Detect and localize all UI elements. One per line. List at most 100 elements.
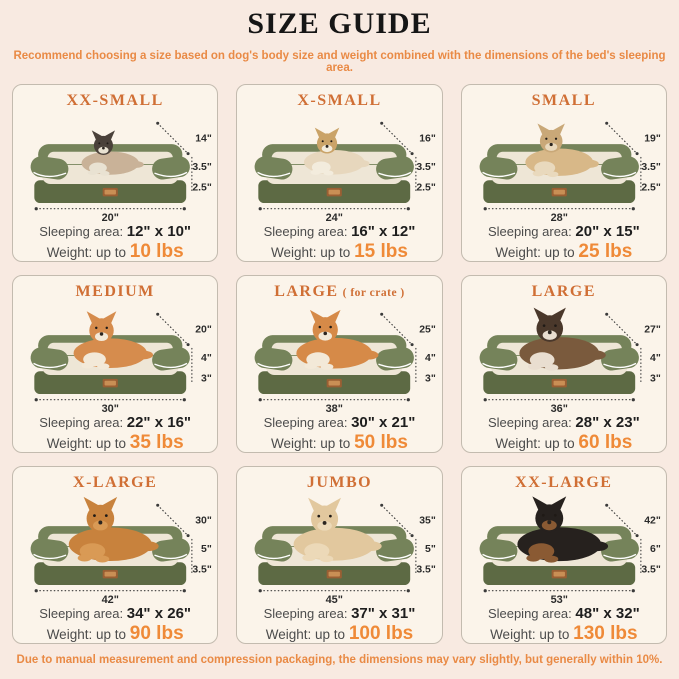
brand-tag-inner xyxy=(104,380,117,386)
pet-paw-right xyxy=(320,555,334,563)
diagonal-dimension-line xyxy=(157,504,189,537)
sleeping-area-label: Sleeping area: xyxy=(39,415,124,430)
weight-value: 15 lbs xyxy=(354,241,408,262)
weight-line: Weight: up to 60 lbs xyxy=(495,432,632,454)
pet-illustration xyxy=(81,130,144,176)
width-dimension-label: 36" xyxy=(550,403,567,413)
pet-paw-right xyxy=(97,363,110,370)
left-piping xyxy=(257,553,291,560)
lower-height-dimension-label: 3" xyxy=(201,374,212,385)
diagonal-dimension-label: 27" xyxy=(644,324,661,335)
card-title: LARGE( for crate ) xyxy=(274,283,405,301)
pet-paw-right xyxy=(544,555,559,563)
pet-eye-right xyxy=(105,514,108,517)
dim-dot xyxy=(635,534,639,538)
bed-illustration: 30" 5" 3.5" 42" xyxy=(30,496,212,604)
sleeping-area-label: Sleeping area: xyxy=(263,224,348,239)
diagonal-dimension-label: 25" xyxy=(420,324,437,335)
pet-eye-right xyxy=(330,140,333,143)
brand-tag-inner xyxy=(329,571,341,577)
right-piping xyxy=(378,553,412,560)
diagonal-dimension-label: 20" xyxy=(195,324,212,335)
dim-dot xyxy=(407,589,411,593)
width-dimension-label: 53" xyxy=(550,594,567,604)
pet-illustration xyxy=(517,496,608,563)
left-arm-bolster xyxy=(255,538,293,562)
sleeping-area-label: Sleeping area: xyxy=(487,415,572,430)
pet-eye-left xyxy=(545,137,548,140)
sleeping-area-value: 48" x 32" xyxy=(575,605,640,622)
pet-muzzle xyxy=(98,146,109,154)
weight-line: Weight: up to 130 lbs xyxy=(490,623,638,645)
pet-paw-left xyxy=(81,362,94,369)
size-card: XX-LARGE xyxy=(460,466,667,645)
dim-dot xyxy=(186,343,190,347)
width-dimension-label: 24" xyxy=(326,212,343,222)
card-size-name: SMALL xyxy=(531,92,597,109)
diagonal-dimension-line xyxy=(381,504,414,537)
sleeping-area-value: 20" x 15" xyxy=(575,223,640,240)
pet-illustration xyxy=(68,496,159,563)
sleeping-area-value: 16" x 12" xyxy=(351,223,416,240)
pet-eye-left xyxy=(98,142,101,145)
size-card: X-SMALL xyxy=(236,84,443,262)
page-subtitle: Recommend choosing a size based on dog's… xyxy=(13,50,666,74)
bed-illustration: 20" 4" 3" 30" xyxy=(30,311,212,413)
sleeping-area-value: 22" x 16" xyxy=(126,414,192,431)
pet-paw-left xyxy=(527,363,542,370)
left-arm-bolster xyxy=(30,156,69,180)
width-dimension-label: 42" xyxy=(102,594,119,604)
dim-dot xyxy=(186,152,190,156)
right-arm-bolster xyxy=(600,538,639,562)
left-piping xyxy=(482,171,516,178)
brand-tag-inner xyxy=(329,380,341,386)
left-arm-bolster xyxy=(479,347,518,371)
left-arm-bolster xyxy=(255,347,293,371)
diagonal-dimension-label: 16" xyxy=(420,133,437,144)
size-card: XX-SMALL xyxy=(12,84,219,262)
pet-paw-left xyxy=(526,554,541,562)
left-arm-bolster xyxy=(30,538,69,562)
right-piping xyxy=(154,553,188,560)
dim-dot xyxy=(483,589,487,593)
card-title: JUMBO xyxy=(307,474,372,492)
right-piping xyxy=(378,362,412,369)
pet-muzzle xyxy=(542,330,557,340)
right-piping xyxy=(378,171,412,178)
pet-illustration xyxy=(294,497,383,563)
left-piping xyxy=(257,171,291,178)
diagonal-dimension-line xyxy=(605,122,638,155)
pet-nose xyxy=(549,142,553,147)
left-arm-bolster xyxy=(479,156,518,180)
dim-dot xyxy=(259,589,263,593)
size-card: MEDIUM xyxy=(12,275,219,453)
bed-illustration: 14" 3.5" 2.5" 20" xyxy=(30,121,213,222)
weight-label: Weight: up to xyxy=(490,627,570,642)
bed-illustration: 16" 3.5" 2.5" 24" xyxy=(255,121,437,222)
sleeping-area-label: Sleeping area: xyxy=(263,606,348,621)
sleeping-area-value: 30" x 21" xyxy=(351,414,416,431)
pet-nose xyxy=(547,520,552,525)
upper-height-dimension-label: 3.5" xyxy=(193,162,213,173)
diagonal-dimension-line xyxy=(157,313,189,346)
weight-label: Weight: up to xyxy=(495,436,575,451)
card-size-name: MEDIUM xyxy=(75,283,155,300)
diagonal-dimension-label: 30" xyxy=(195,515,212,526)
pet-eye-left xyxy=(541,513,545,517)
width-dimension-label: 38" xyxy=(326,403,343,413)
sleeping-area-line: Sleeping area: 12" x 10" xyxy=(39,223,191,240)
brand-tag-inner xyxy=(329,189,341,195)
pet-nose xyxy=(98,520,103,525)
upper-height-dimension-label: 4" xyxy=(650,353,661,364)
dim-dot xyxy=(34,207,38,211)
sleeping-area-value: 37" x 31" xyxy=(351,605,416,622)
weight-label: Weight: up to xyxy=(265,627,346,642)
brand-tag-inner xyxy=(553,571,565,577)
pet-eye-left xyxy=(317,514,321,518)
dim-dot xyxy=(407,207,411,211)
dim-dot xyxy=(380,503,384,507)
pet-muzzle xyxy=(93,520,108,531)
dim-dot xyxy=(156,503,160,507)
card-size-name: LARGE xyxy=(531,283,597,300)
card-title: LARGE xyxy=(532,283,596,301)
